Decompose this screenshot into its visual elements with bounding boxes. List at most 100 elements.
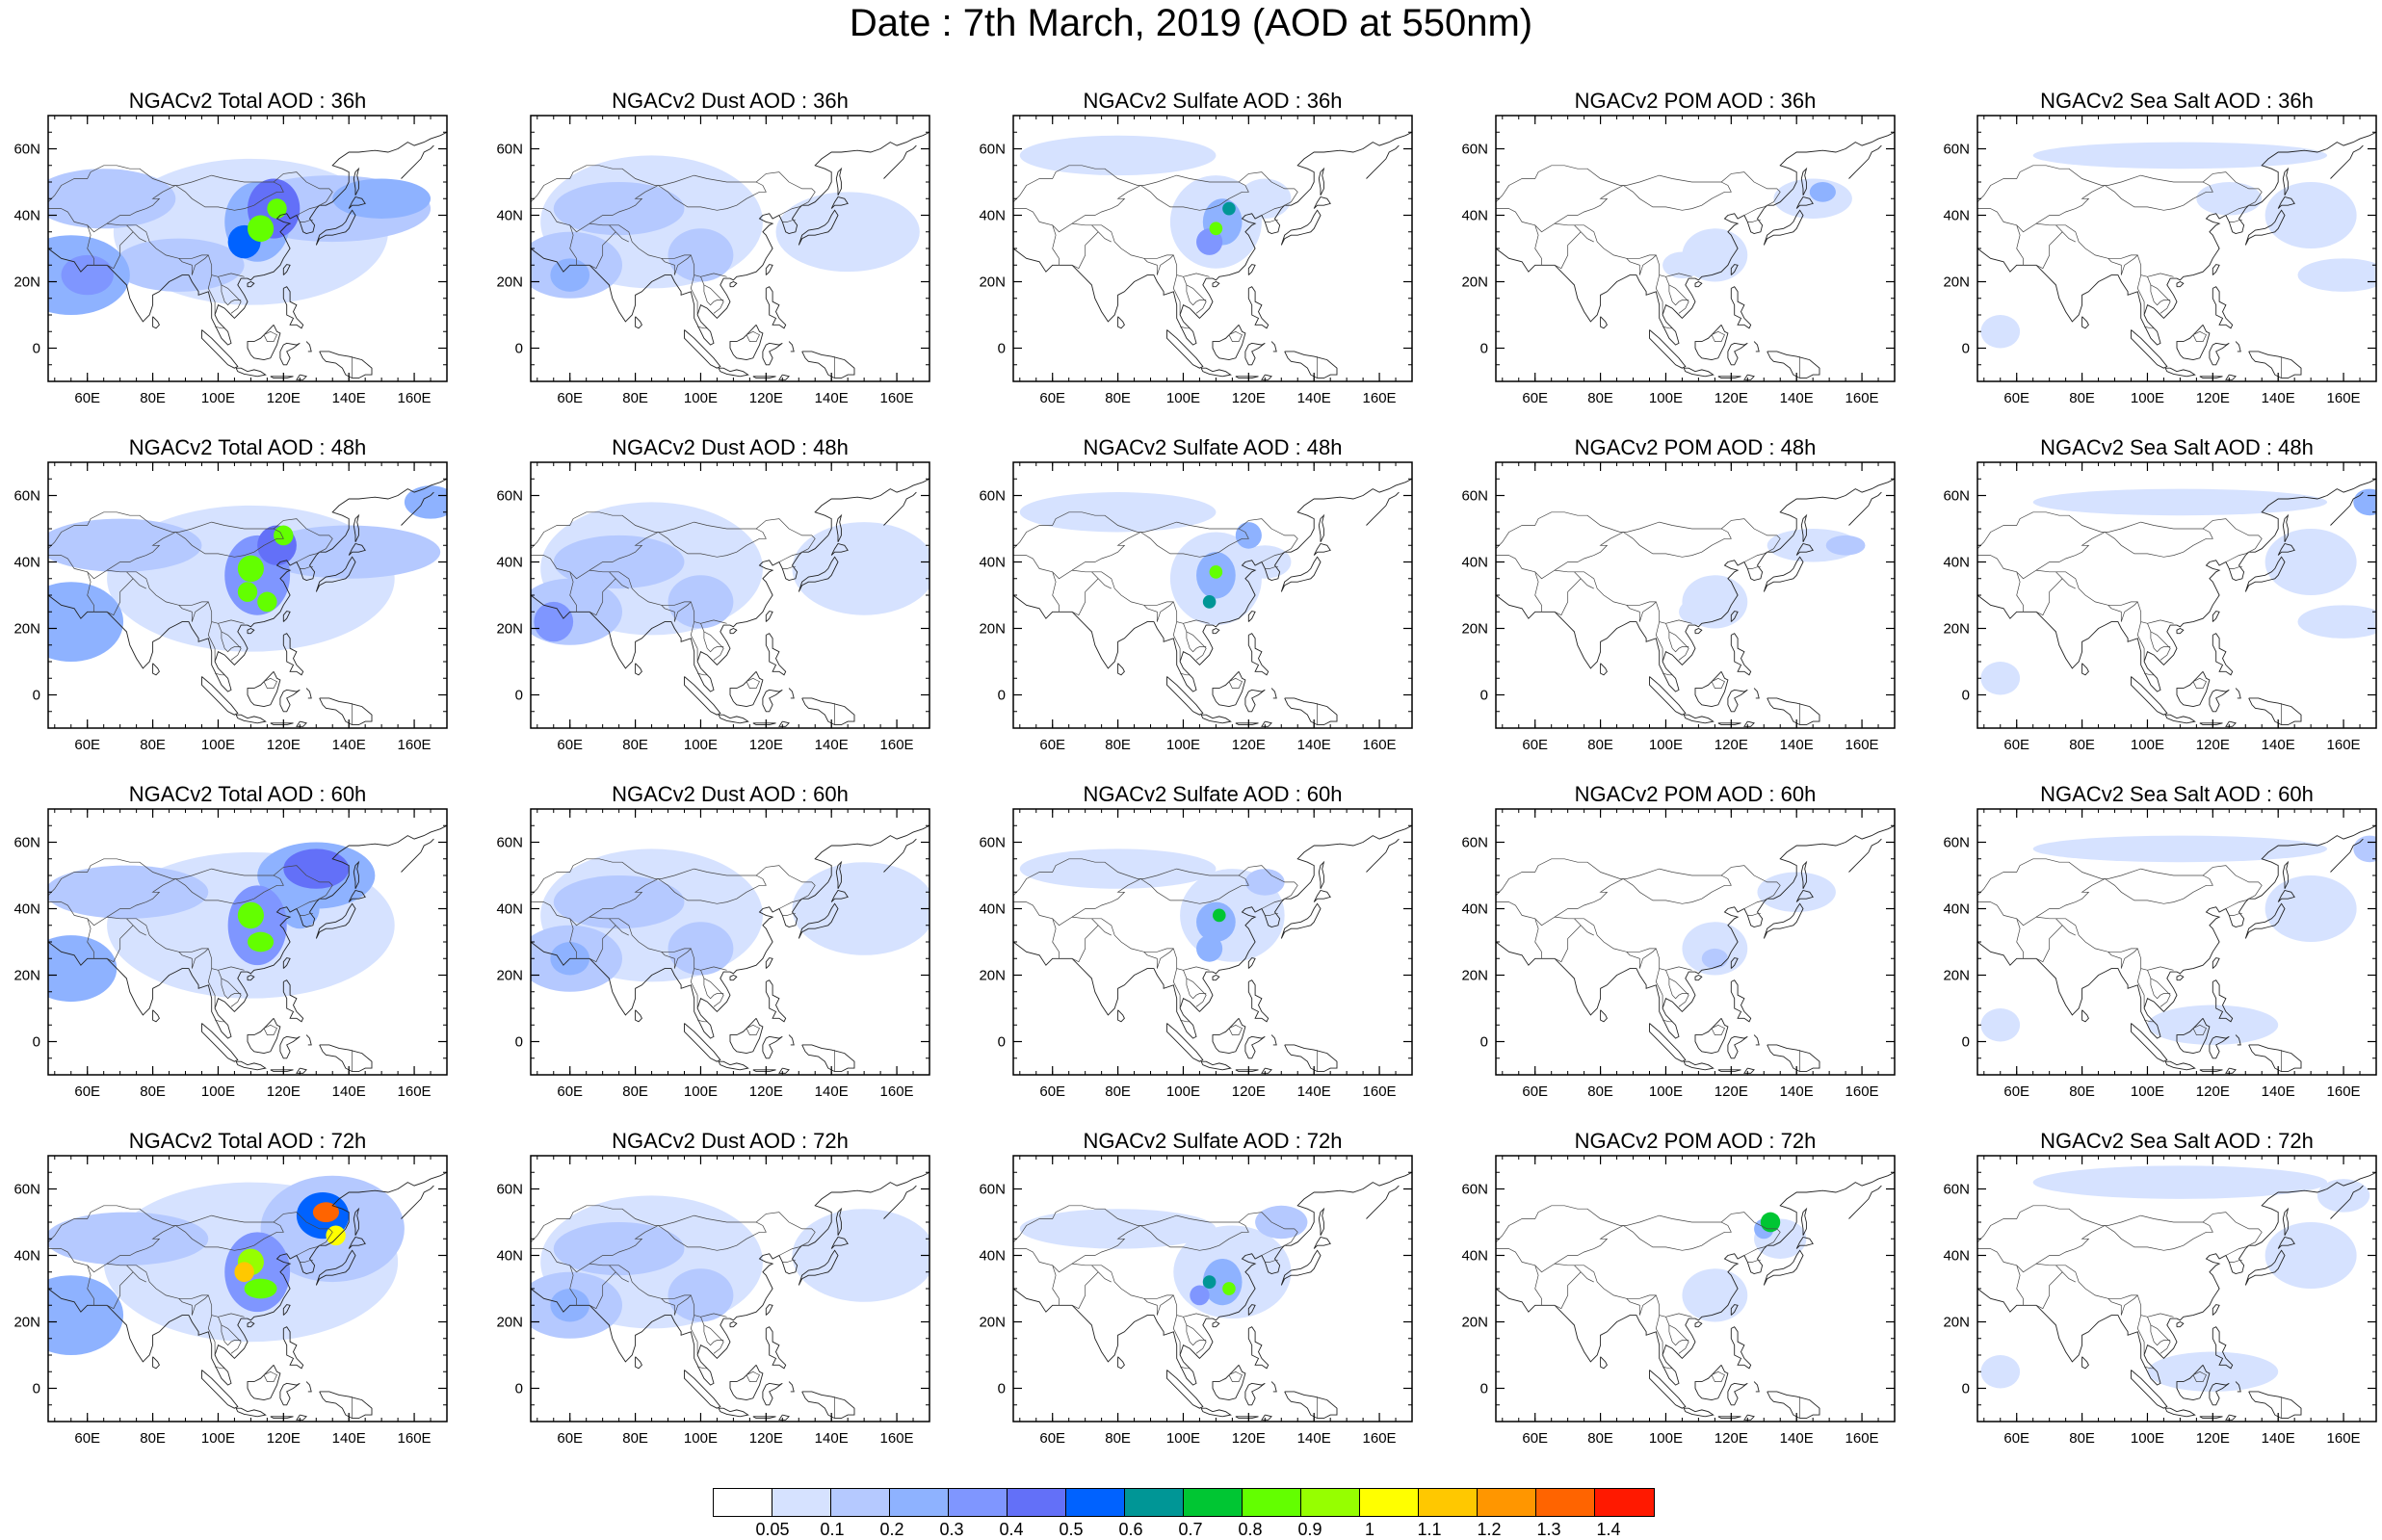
- coastline: [1261, 374, 1272, 380]
- coastline: [684, 329, 721, 369]
- lat-tick-label: 20N: [979, 274, 1006, 291]
- colorbar-swatch: [831, 1489, 890, 1516]
- coastline: [1743, 374, 1755, 380]
- coastline: [729, 280, 738, 288]
- aod-contour-region: [775, 192, 920, 273]
- lat-tick-label: 40N: [1461, 901, 1488, 918]
- coastline: [2244, 1249, 2286, 1286]
- coastline: [1247, 633, 1270, 676]
- lon-tick-label: 120E: [1232, 1083, 1266, 1100]
- lon-tick-label: 100E: [684, 390, 718, 406]
- colorbar-label: 0.9: [1297, 1520, 1322, 1539]
- aod-contour-region: [1019, 848, 1217, 889]
- map-panel-total-72h: NGACv2 Total AOD : 72h 60E 80E 100E 120E 140E…: [0, 1129, 482, 1475]
- aod-contour-region: [1213, 908, 1226, 923]
- country-border: [296, 900, 317, 909]
- country-border: [697, 1366, 708, 1370]
- coastline: [2212, 633, 2234, 676]
- aod-contour-region: [2297, 258, 2376, 292]
- country-border: [1052, 224, 1060, 266]
- coastline: [2282, 1207, 2290, 1236]
- colorbar-label: 0.05: [755, 1520, 790, 1539]
- coastline: [1280, 209, 1322, 246]
- lon-tick-label: 140E: [1780, 390, 1814, 406]
- coastline: [152, 663, 160, 676]
- coastline: [1235, 376, 1259, 379]
- coastline: [1013, 824, 1412, 1039]
- country-border: [207, 621, 216, 662]
- coastline: [353, 513, 360, 542]
- country-border: [703, 631, 724, 653]
- lat-tick-label: 60N: [13, 142, 40, 158]
- aod-contour-region: [257, 525, 441, 579]
- aod-field: [1977, 462, 2376, 728]
- lon-tick-label: 60E: [74, 1083, 100, 1100]
- coastline: [2199, 376, 2223, 379]
- coastline: [2248, 1391, 2302, 1420]
- colorbar-label: 1.3: [1536, 1520, 1561, 1539]
- coastline: [531, 824, 929, 1039]
- country-border: [1071, 918, 1099, 963]
- coastline: [684, 676, 721, 716]
- aod-contour-region: [2297, 605, 2376, 639]
- colorbar-label: 0.8: [1238, 1520, 1263, 1539]
- lat-tick-label: 20N: [1943, 1315, 1970, 1331]
- coastline: [2277, 196, 2295, 209]
- country-border: [1261, 1246, 1282, 1256]
- lat-tick-label: 40N: [13, 1248, 40, 1265]
- coastline: [1767, 351, 1820, 379]
- country-border: [1496, 901, 1692, 971]
- coastline: [2131, 676, 2168, 716]
- country-border: [1554, 1225, 1624, 1265]
- coastline: [729, 670, 764, 708]
- country-border: [589, 878, 659, 918]
- coastline: [1166, 676, 1204, 716]
- coastline: [1795, 1236, 1814, 1249]
- country-border: [1626, 254, 1657, 275]
- country-border: [300, 566, 313, 569]
- aod-contour-region: [1019, 492, 1217, 533]
- coastline: [270, 376, 294, 379]
- colorbar-label: 1.2: [1477, 1520, 1502, 1539]
- coastline: [531, 131, 929, 346]
- colorbar-label: 0.5: [1059, 1520, 1084, 1539]
- coastline: [788, 1034, 795, 1046]
- aod-map: 60E 80E 100E 120E 140E 160E 60N 40N 20N 0: [13, 808, 448, 1100]
- coastline: [1977, 824, 2376, 1039]
- aod-contour-region: [48, 582, 124, 662]
- lon-tick-label: 80E: [1587, 737, 1613, 753]
- country-border: [1228, 1024, 1243, 1035]
- country-border: [703, 978, 724, 1000]
- country-border: [1668, 631, 1689, 653]
- coastline: [835, 513, 843, 542]
- country-border: [615, 1271, 629, 1283]
- country-border: [569, 1265, 577, 1306]
- coastline: [798, 902, 839, 939]
- aod-contour-region: [2032, 835, 2328, 863]
- country-border: [1071, 1225, 1141, 1265]
- lon-tick-label: 60E: [1039, 390, 1065, 406]
- coastline: [1117, 1009, 1125, 1023]
- lat-tick-label: 60N: [1943, 1182, 1970, 1198]
- coastline: [729, 1320, 738, 1328]
- lon-tick-label: 100E: [1166, 1430, 1200, 1447]
- coastline: [282, 264, 291, 275]
- coastline: [830, 196, 849, 209]
- aod-contour-region: [1980, 662, 2021, 695]
- country-border: [2192, 1370, 2207, 1382]
- coastline: [1284, 1391, 1338, 1420]
- country-border: [106, 532, 176, 571]
- coastline: [1694, 670, 1729, 708]
- coastline: [1117, 316, 1125, 329]
- country-border: [2061, 925, 2076, 936]
- coastline: [2235, 1034, 2241, 1046]
- lon-tick-label: 100E: [1649, 1083, 1683, 1100]
- lon-tick-label: 100E: [684, 1083, 718, 1100]
- lat-tick-label: 40N: [979, 1248, 1006, 1265]
- aod-contour-region: [404, 485, 447, 519]
- lat-tick-label: 40N: [1461, 555, 1488, 571]
- country-border: [1743, 206, 1765, 216]
- coastline: [1730, 1304, 1739, 1316]
- lon-tick-label: 120E: [1715, 1083, 1748, 1100]
- coastline: [1166, 1023, 1204, 1062]
